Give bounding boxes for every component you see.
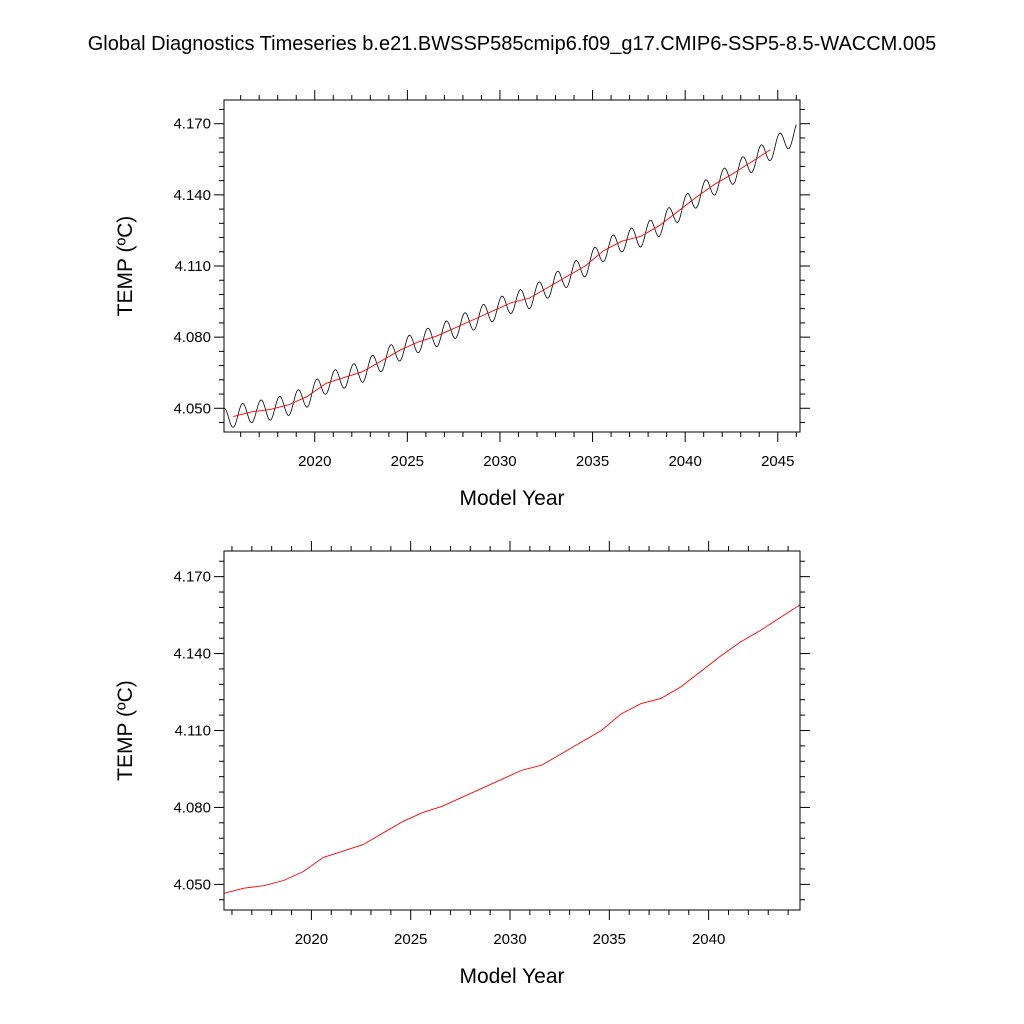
top-panel-chart: 2020 2025 2030 2035 2040 2045 4.050 4.080 4.110 4…	[114, 90, 810, 510]
x-tick-label: 2040	[668, 453, 701, 470]
y-axis-title: TEMP (ºC)	[114, 680, 137, 781]
x-tick-label: 2040	[692, 931, 725, 948]
series-line-monthly	[224, 124, 797, 428]
x-tick-label: 2020	[295, 931, 328, 948]
x-tick-label: 2025	[394, 931, 427, 948]
figure-title: Global Diagnostics Timeseries b.e21.BWSS…	[87, 33, 937, 55]
y-tick-label: 4.170	[173, 116, 211, 133]
x-tick-label: 2030	[493, 931, 526, 948]
y-tick-label: 4.170	[173, 569, 211, 586]
y-tick-label: 4.140	[173, 646, 211, 663]
x-tick-label: 2035	[593, 931, 626, 948]
x-tick-label: 2020	[298, 453, 331, 470]
plot-frame	[223, 550, 801, 911]
y-tick-label: 4.140	[173, 187, 211, 204]
y-tick-label: 4.080	[173, 329, 211, 346]
x-tick-label: 2030	[483, 453, 516, 470]
y-tick-label: 4.110	[175, 723, 211, 740]
series-line-annual-mean	[224, 604, 800, 894]
x-tick-label: 2025	[391, 453, 424, 470]
y-tick-label: 4.110	[175, 258, 211, 275]
y-axis-title: TEMP (ºC)	[114, 216, 137, 317]
x-axis-title: Model Year	[459, 965, 564, 988]
x-axis-title: Model Year	[459, 487, 564, 510]
y-tick-label: 4.050	[173, 876, 211, 893]
x-tick-label: 2035	[576, 453, 609, 470]
series-line-annual-mean	[233, 149, 771, 418]
bottom-panel-chart: 2020 2025 2030 2035 2040 4.050 4.080 4.110 4.140…	[114, 541, 810, 988]
x-tick-label: 2045	[761, 453, 794, 470]
plot-frame	[223, 99, 801, 433]
y-tick-label: 4.050	[173, 400, 211, 417]
y-tick-label: 4.080	[173, 799, 211, 816]
